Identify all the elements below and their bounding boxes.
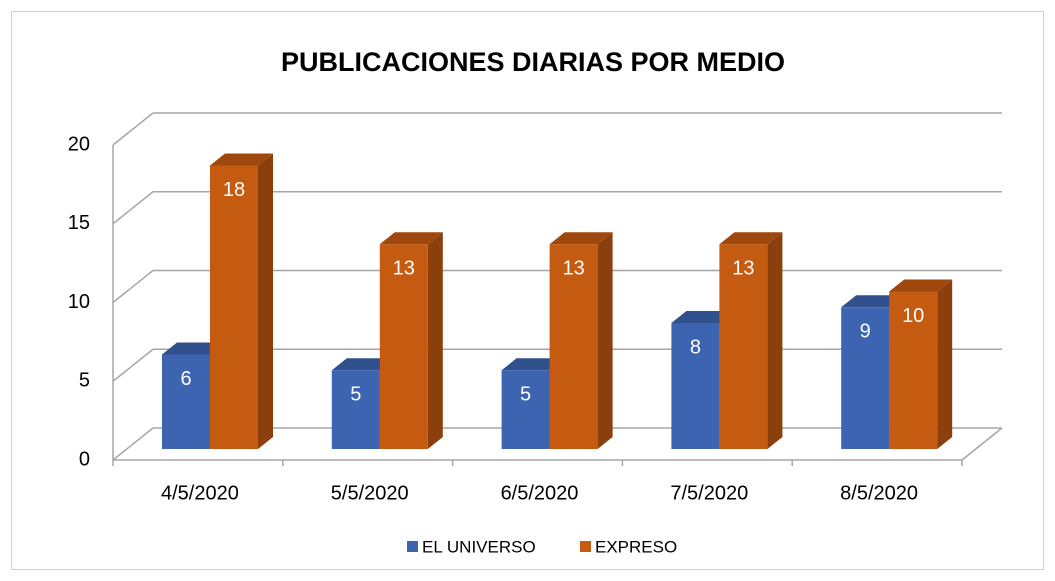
y-tick-label: 5: [79, 370, 90, 392]
grid-line-side: [112, 269, 154, 304]
bar-top: [889, 279, 953, 292]
bar: [719, 244, 768, 449]
y-tick-label: 0: [79, 448, 90, 470]
y-tick-label: 20: [68, 133, 90, 155]
bar: [889, 291, 938, 449]
grid-line-side: [112, 112, 154, 146]
bar: [501, 370, 550, 449]
bar-side: [767, 232, 783, 449]
bar-side: [937, 279, 953, 449]
bar: [671, 323, 720, 449]
data-label: 10: [902, 305, 924, 327]
bar-top: [210, 153, 273, 166]
legend-swatch: [580, 541, 591, 552]
bar: [841, 307, 890, 449]
y-tick-label: 10: [68, 291, 90, 313]
x-tick-label: 6/5/2020: [501, 482, 579, 504]
grid-line-side: [112, 191, 154, 225]
legend-label: EXPRESO: [595, 537, 677, 556]
grid-line-side: [112, 348, 154, 382]
data-label: 8: [690, 336, 701, 358]
x-tick-label: 4/5/2020: [161, 482, 239, 504]
bar-top: [501, 358, 565, 371]
data-label: 13: [732, 258, 754, 280]
data-label: 5: [520, 384, 531, 406]
grid-line-side: [112, 427, 154, 461]
bar: [162, 354, 210, 449]
x-tick-label: 5/5/2020: [331, 482, 409, 504]
bar-side: [258, 153, 273, 449]
data-label: 6: [180, 368, 191, 390]
bar-side: [597, 232, 613, 449]
data-label: 5: [350, 384, 361, 406]
chart-border: [11, 11, 1044, 570]
bar: [549, 244, 598, 449]
y-tick-label: 15: [68, 212, 90, 234]
data-label: 13: [393, 258, 415, 280]
bar-top: [719, 232, 783, 245]
bar-top: [162, 342, 225, 355]
bar-top: [331, 358, 395, 371]
chart-title: PUBLICACIONES DIARIAS POR MEDIO: [281, 47, 785, 77]
x-tick-label: 7/5/2020: [670, 482, 748, 504]
bar: [210, 165, 258, 449]
bar-top: [841, 295, 905, 308]
bar-top: [671, 311, 735, 323]
bar: [379, 244, 428, 449]
data-label: 13: [562, 258, 584, 280]
data-label: 18: [223, 179, 245, 201]
data-label: 9: [860, 321, 871, 343]
bar-top: [379, 232, 443, 245]
legend-swatch: [407, 541, 418, 552]
bar-top: [549, 232, 613, 245]
bar-side: [427, 232, 443, 449]
x-tick-label: 8/5/2020: [840, 482, 918, 504]
legend-label: EL UNIVERSO: [422, 537, 536, 556]
floor-right: [961, 427, 1003, 461]
bar: [331, 370, 380, 449]
